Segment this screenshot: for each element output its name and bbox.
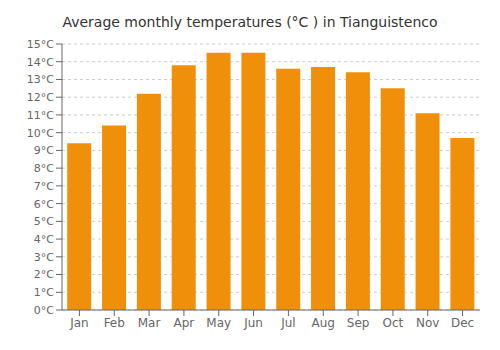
svg-text:0°C: 0°C (34, 304, 54, 317)
svg-text:5°C: 5°C (34, 215, 54, 228)
svg-text:Jun: Jun (243, 316, 263, 330)
svg-text:8°C: 8°C (34, 162, 54, 175)
svg-text:Oct: Oct (383, 316, 404, 330)
svg-text:Nov: Nov (416, 316, 439, 330)
svg-text:14°C: 14°C (27, 56, 54, 69)
svg-text:12°C: 12°C (27, 91, 54, 104)
svg-text:Aug: Aug (312, 316, 335, 330)
svg-text:Mar: Mar (138, 316, 161, 330)
svg-text:11°C: 11°C (27, 109, 54, 122)
svg-text:13°C: 13°C (27, 73, 54, 86)
html-text:Average monthly temperatures (: Average monthly temperatures (°C ) in Ti… (62, 14, 438, 30)
svg-text:Apr: Apr (174, 316, 195, 330)
svg-text:15°C: 15°C (27, 38, 54, 51)
svg-text:1°C: 1°C (34, 286, 54, 299)
svg-text:10°C: 10°C (27, 127, 54, 140)
svg-text:May: May (206, 316, 231, 330)
svg-text:2°C: 2°C (34, 268, 54, 281)
svg-text:3°C: 3°C (34, 251, 54, 264)
svg-text:Feb: Feb (104, 316, 125, 330)
svg-text:9°C: 9°C (34, 144, 54, 157)
svg-text:Sep: Sep (347, 316, 370, 330)
svg-text:Dec: Dec (451, 316, 474, 330)
svg-text:4°C: 4°C (34, 233, 54, 246)
svg-text:6°C: 6°C (34, 198, 54, 211)
svg-text:Jul: Jul (280, 316, 295, 330)
svg-text:Jan: Jan (69, 316, 89, 330)
svg-text:7°C: 7°C (34, 180, 54, 193)
